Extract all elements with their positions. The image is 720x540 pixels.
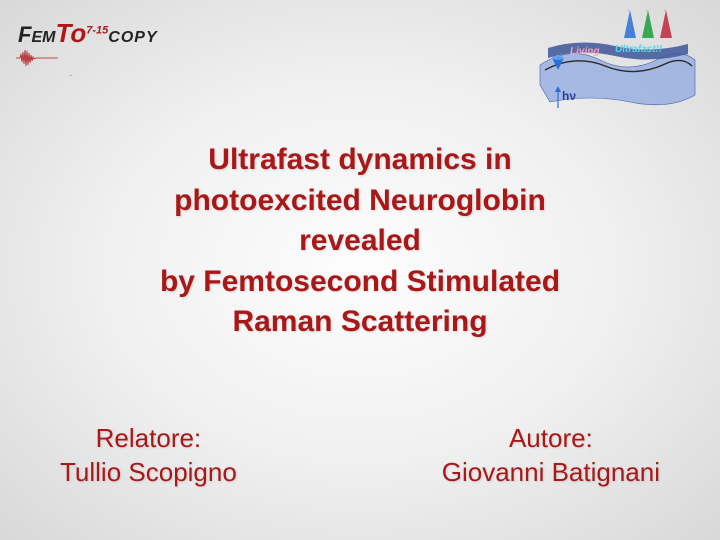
banner-ultrafast: Ultrafast!! — [615, 44, 663, 55]
autore-label: Autore: — [442, 422, 660, 456]
logo-to: To — [55, 18, 86, 48]
cone-red-icon — [660, 10, 672, 38]
logo-em: EM — [31, 29, 55, 46]
cone-green-icon — [642, 10, 654, 38]
potential-surface-graphic: Living Ultrafast!! hν — [530, 10, 700, 120]
slide-title: Ultrafast dynamics in photoexcited Neuro… — [90, 140, 630, 343]
title-line-4: by Femtosecond Stimulated — [90, 262, 630, 303]
relatore-label: Relatore: — [60, 422, 237, 456]
cone-blue2-icon — [624, 10, 636, 38]
logo-copy: COPY — [108, 29, 157, 46]
title-line-1: Ultrafast dynamics in — [90, 140, 630, 181]
logo-text: FEMTo7-15COPY — [18, 22, 158, 47]
autore-block: Autore: Giovanni Batignani — [442, 422, 660, 490]
title-line-2: photoexcited Neuroglobin — [90, 181, 630, 222]
relatore-block: Relatore: Tullio Scopigno — [60, 422, 237, 490]
logo-f: F — [18, 22, 31, 47]
slide-footer: Relatore: Tullio Scopigno Autore: Giovan… — [0, 422, 720, 490]
autore-name: Giovanni Batignani — [442, 456, 660, 490]
hv-label: hν — [562, 89, 576, 103]
logo-superscript: 7-15 — [86, 25, 108, 37]
femtoscopy-logo: FEMTo7-15COPY — [18, 18, 198, 68]
logo-waveform-icon — [16, 50, 58, 66]
relatore-name: Tullio Scopigno — [60, 456, 237, 490]
title-line-5: Raman Scattering — [90, 302, 630, 343]
banner-living: Living — [570, 46, 599, 57]
title-line-3: revealed — [90, 221, 630, 262]
